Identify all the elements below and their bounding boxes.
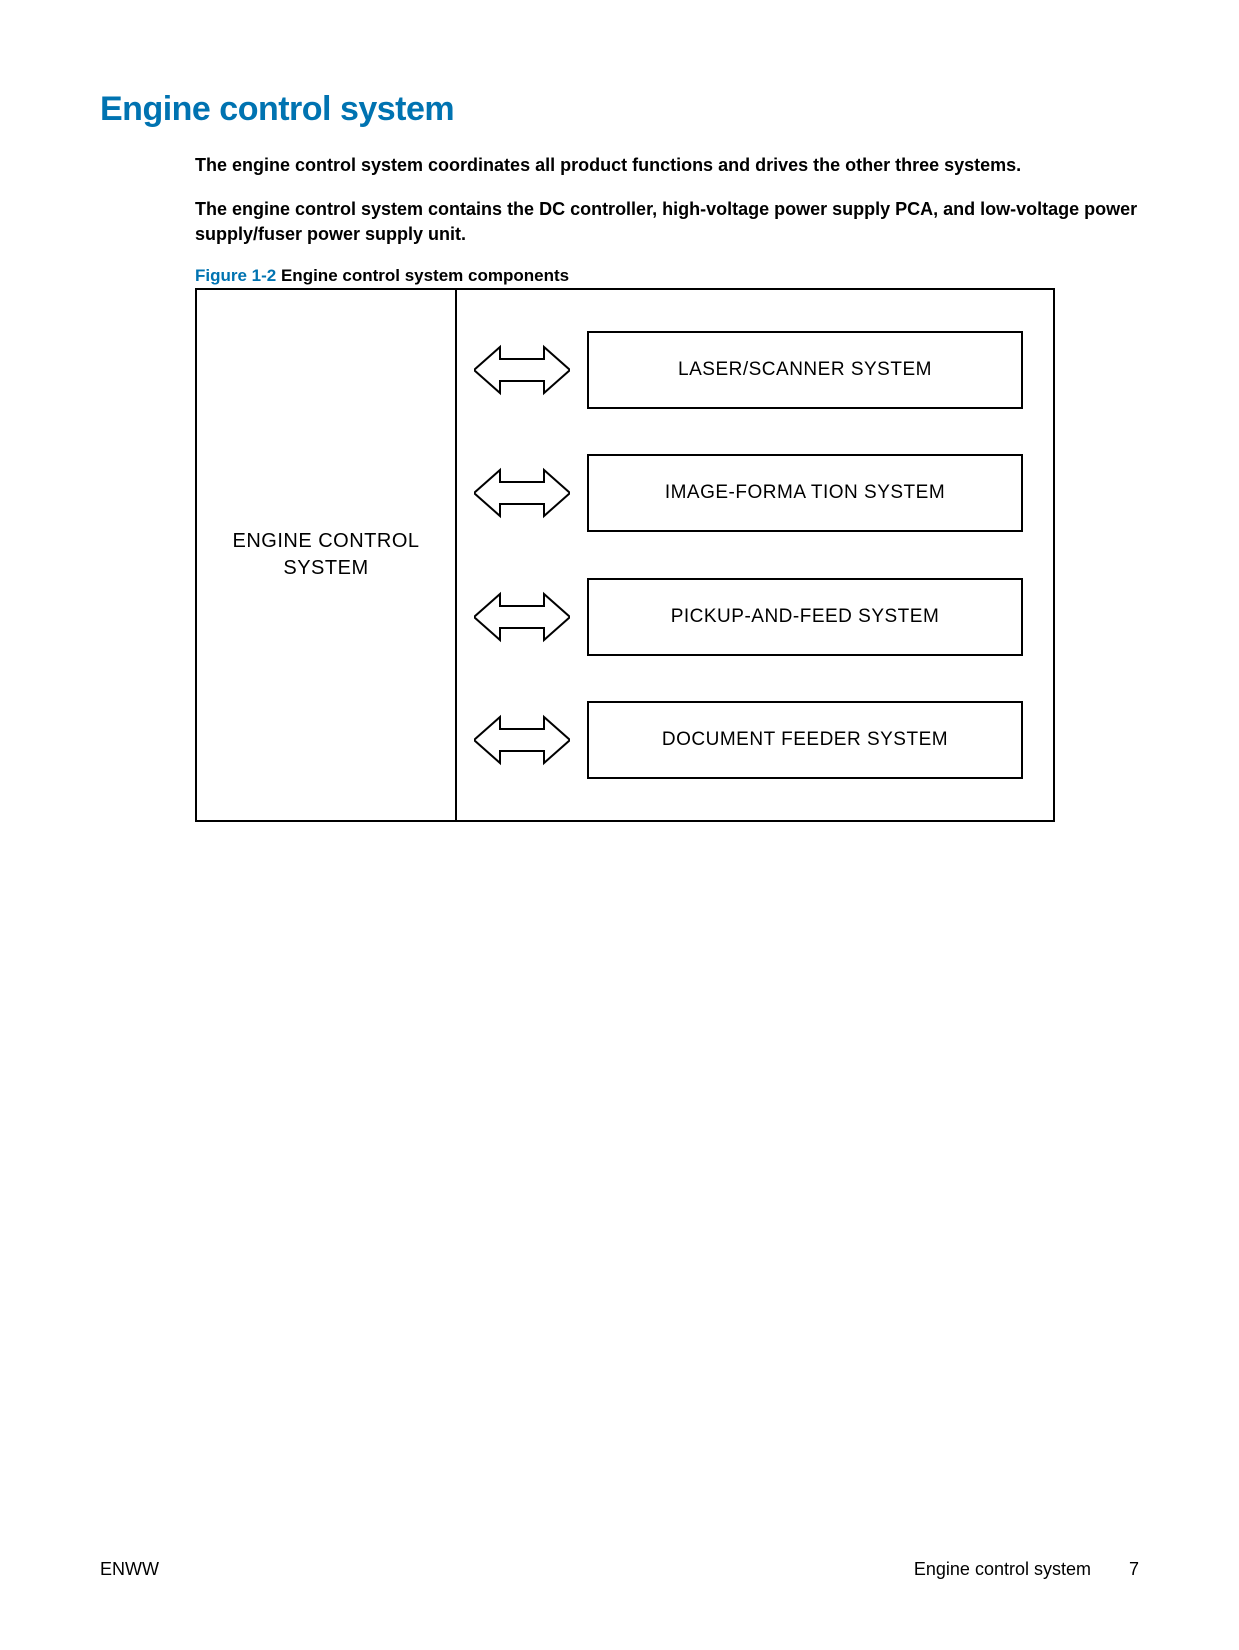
bidirectional-arrow-icon	[457, 711, 587, 769]
paragraph-2: The engine control system contains the D…	[195, 197, 1139, 246]
diagram-system-box: DOCUMENT FEEDER SYSTEM	[587, 701, 1023, 779]
figure-caption: Figure 1-2 Engine control system compone…	[195, 266, 1139, 286]
footer-right: Engine control system 7	[914, 1559, 1139, 1580]
diagram-system-box: LASER/SCANNER SYSTEM	[587, 331, 1023, 409]
diagram-system-box: IMAGE-FORMA TION SYSTEM	[587, 454, 1023, 532]
page: Engine control system The engine control…	[0, 0, 1239, 1650]
page-footer: ENWW Engine control system 7	[100, 1559, 1139, 1580]
figure-label: Figure 1-2	[195, 266, 276, 285]
bidirectional-arrow-icon	[457, 588, 587, 646]
heading-text: Engine control system	[100, 90, 454, 128]
diagram-row: IMAGE-FORMA TION SYSTEM	[457, 446, 1053, 540]
diagram-system-box: PICKUP-AND-FEED SYSTEM	[587, 578, 1023, 656]
diagram-left-box: ENGINE CONTROL SYSTEM	[197, 290, 457, 820]
diagram-row: LASER/SCANNER SYSTEM	[457, 323, 1053, 417]
diagram-row: DOCUMENT FEEDER SYSTEM	[457, 693, 1053, 787]
diagram-row: PICKUP-AND-FEED SYSTEM	[457, 570, 1053, 664]
bidirectional-arrow-icon	[457, 341, 587, 399]
diagram-left-label: ENGINE CONTROL SYSTEM	[211, 528, 441, 582]
footer-section-title: Engine control system	[914, 1559, 1091, 1580]
footer-left: ENWW	[100, 1559, 159, 1580]
bidirectional-arrow-icon	[457, 464, 587, 522]
paragraph-1: The engine control system coordinates al…	[195, 153, 1139, 177]
diagram: ENGINE CONTROL SYSTEM LASER/SCANNER SYST…	[195, 288, 1055, 822]
diagram-right-column: LASER/SCANNER SYSTEM IMAGE-FORMA TION SY…	[457, 290, 1053, 820]
footer-page-number: 7	[1129, 1559, 1139, 1580]
section-heading: Engine control system	[100, 90, 1139, 129]
body-block: The engine control system coordinates al…	[100, 153, 1139, 822]
figure-caption-text: Engine control system components	[276, 266, 569, 285]
